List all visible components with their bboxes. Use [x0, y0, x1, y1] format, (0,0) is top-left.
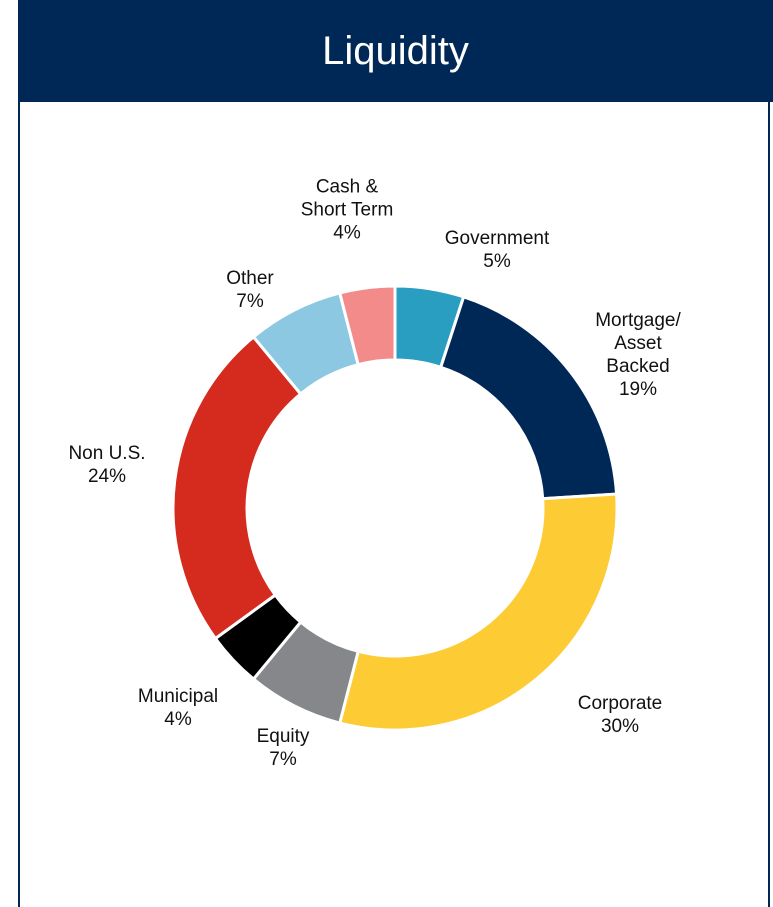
- category-label: Mortgage/ Asset Backed: [595, 310, 681, 377]
- donut-slice: [337, 492, 619, 732]
- slice-label: Equity 7%: [257, 725, 310, 771]
- slice-label: Other 7%: [226, 267, 274, 313]
- category-label: Non U.S.: [68, 443, 146, 464]
- frame: [18, 102, 770, 907]
- value-label: 24%: [87, 466, 127, 487]
- value-label: 4%: [164, 709, 192, 730]
- category-label: Municipal: [137, 686, 219, 707]
- category-label: Government: [444, 228, 550, 249]
- value-label: 30%: [600, 716, 640, 737]
- chart-title: Liquidity: [322, 28, 469, 73]
- value-label: 5%: [483, 251, 511, 272]
- slice-label: Corporate 30%: [578, 692, 663, 738]
- category-label: Equity: [256, 726, 310, 747]
- donut-slice: [171, 334, 303, 641]
- header: Liquidity: [18, 0, 773, 102]
- value-label: 4%: [333, 222, 361, 244]
- category-label: Corporate: [577, 693, 663, 714]
- slice-label: Municipal 4%: [138, 685, 218, 731]
- slice-label: Non U.S. 24%: [68, 442, 145, 488]
- value-label: 7%: [269, 749, 297, 770]
- slice-label: Mortgage/ Asset Backed 19%: [595, 309, 681, 401]
- slice-label: Government 5%: [445, 227, 550, 273]
- slice-label: Cash & Short Term 4%: [301, 176, 394, 245]
- category-label: Cash & Short Term: [300, 176, 394, 221]
- category-label: Other: [226, 268, 274, 289]
- donut-slice: [337, 284, 397, 367]
- donut-slice: [438, 294, 619, 501]
- value-label: 19%: [618, 379, 658, 400]
- value-label: 7%: [236, 291, 264, 312]
